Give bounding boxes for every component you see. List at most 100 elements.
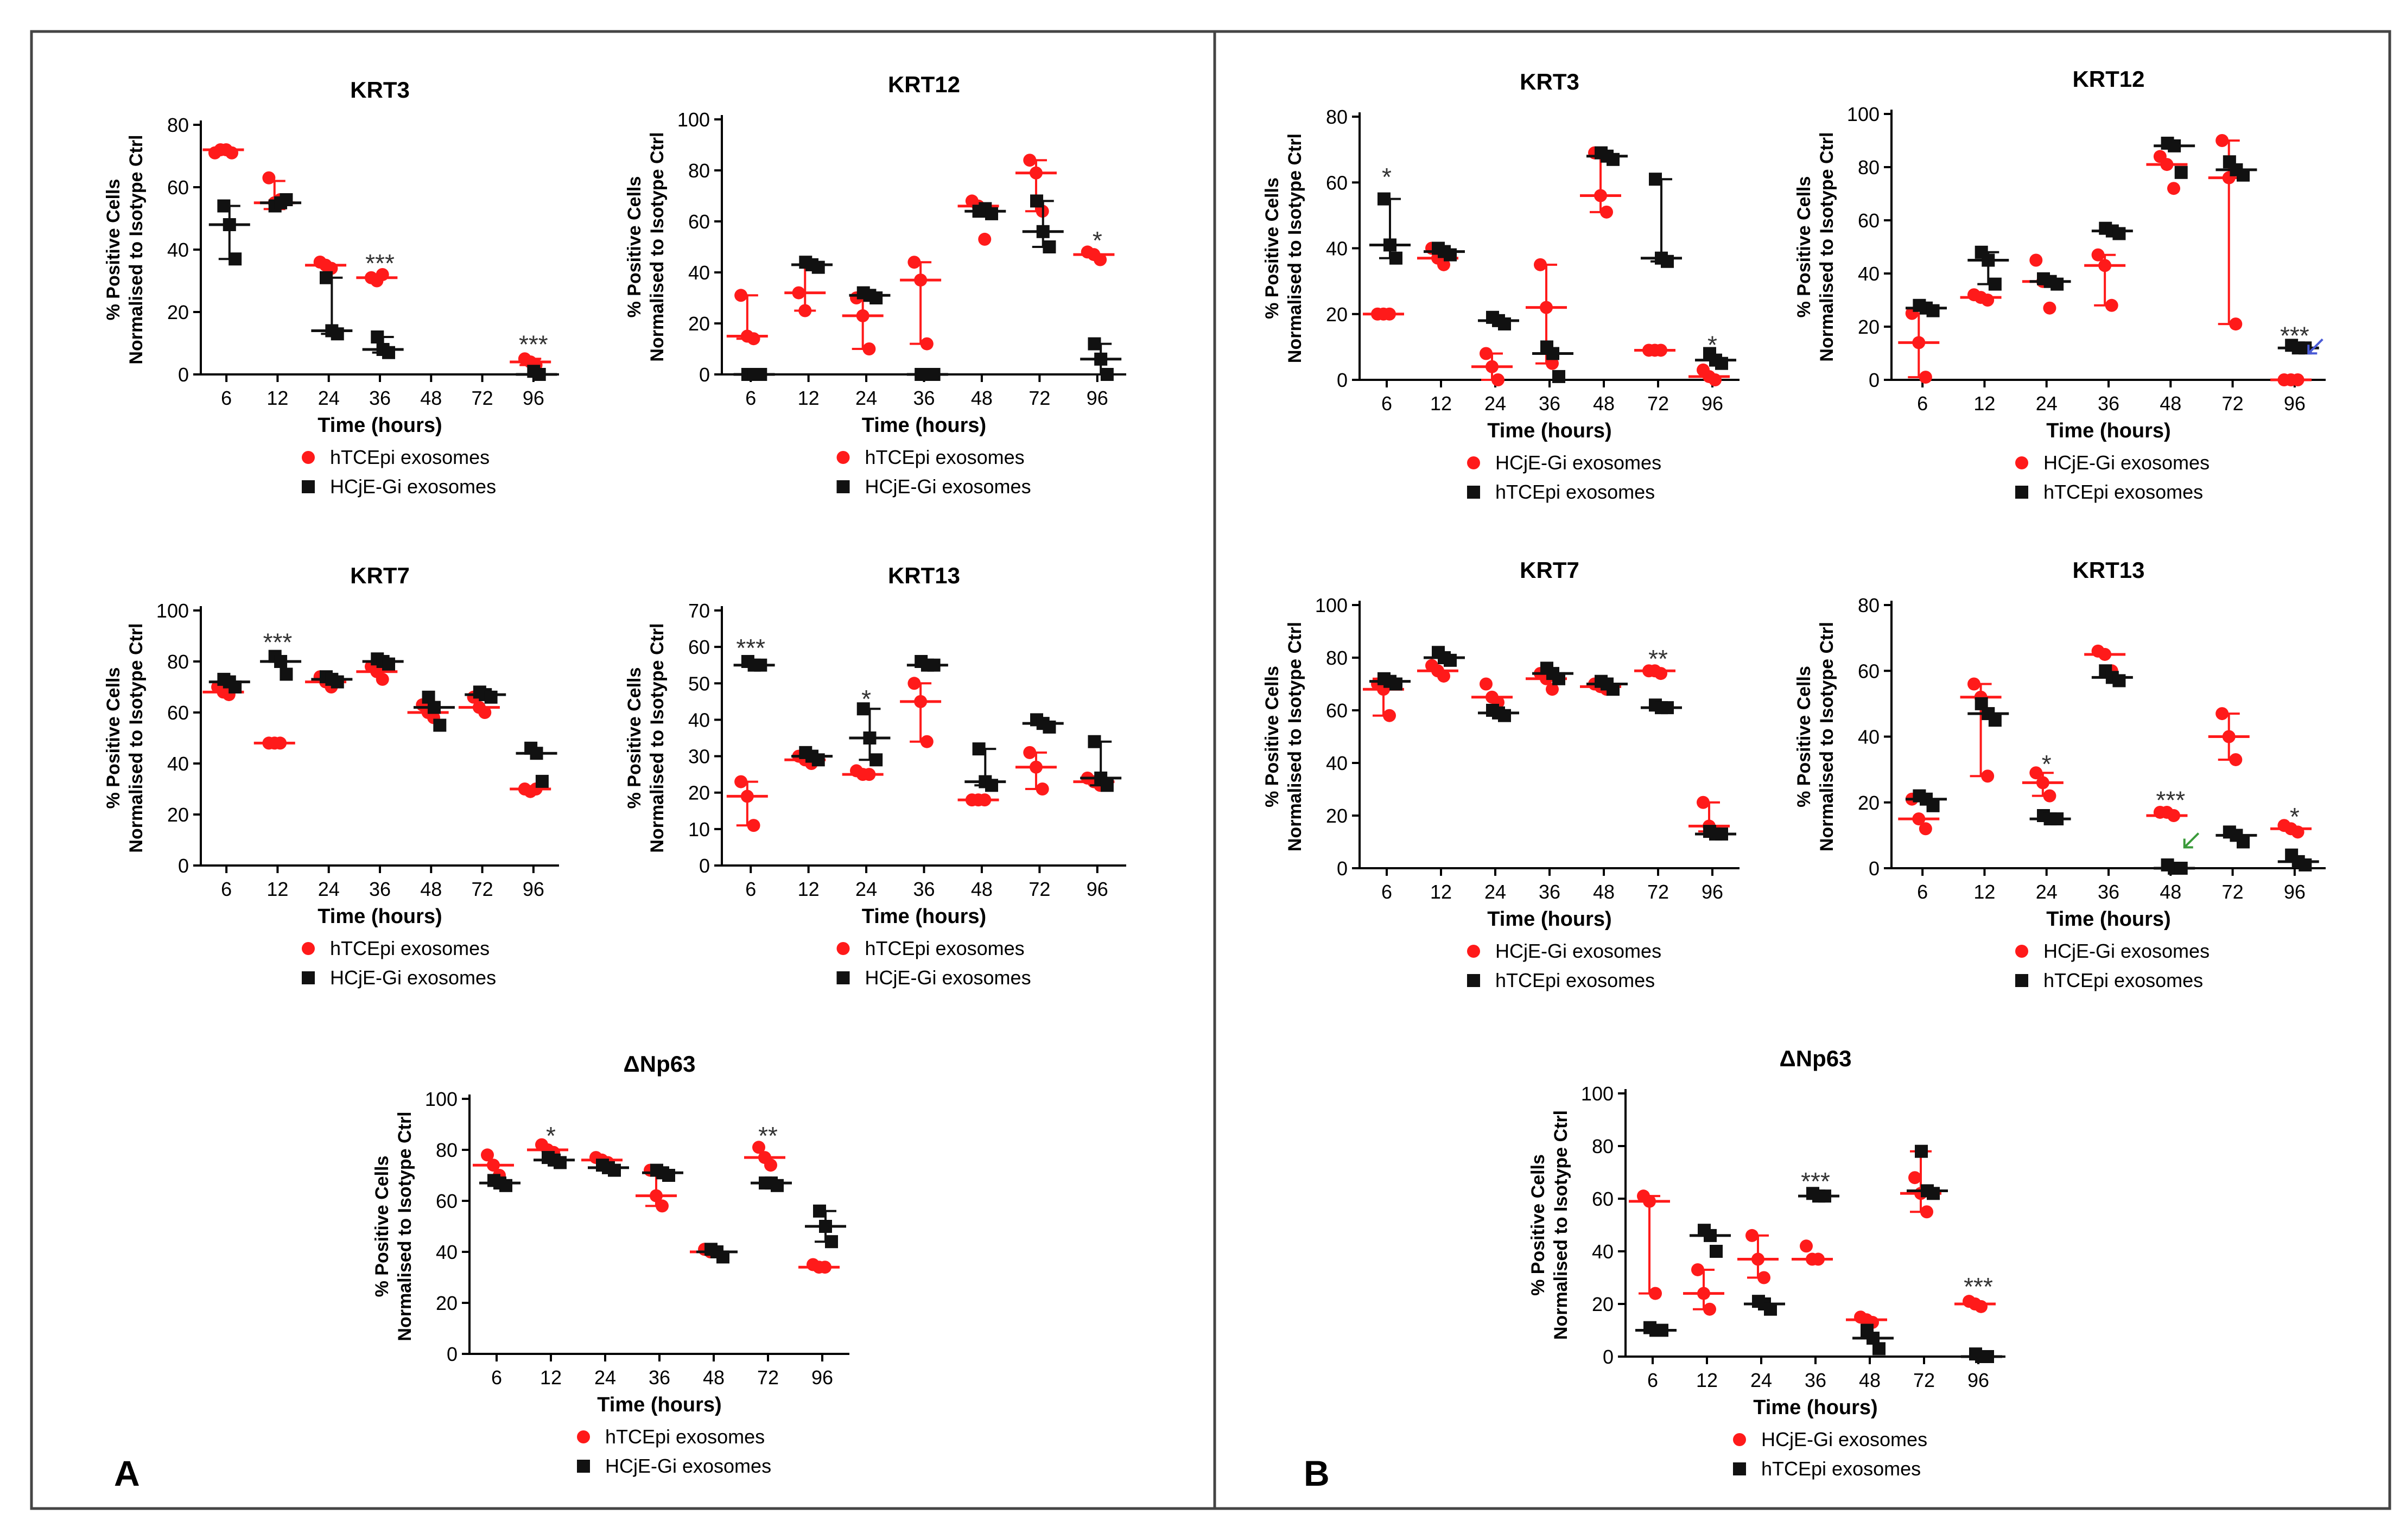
significance-marker: *** (1801, 1167, 1830, 1195)
data-point (650, 1189, 663, 1202)
x-tick-label: 6 (1381, 392, 1392, 415)
x-tick-label: 24 (855, 878, 877, 900)
data-point (798, 304, 812, 317)
y-axis-label-line2: Normalised to Isotype Ctrl (1817, 132, 1837, 361)
annotation-arrow (2307, 338, 2324, 355)
significance-marker: * (1707, 330, 1717, 359)
data-point (2174, 166, 2188, 179)
significance-marker: * (2042, 750, 2052, 778)
y-tick-label: 100 (156, 600, 189, 622)
y-tick-label: 20 (1326, 303, 1348, 326)
data-point (1926, 304, 1940, 317)
data-point (376, 672, 389, 686)
x-tick-label: 12 (266, 387, 288, 409)
x-tick-label: 6 (1917, 881, 1928, 903)
chart-title: ΔNp63 (1780, 1046, 1852, 1071)
y-tick-label: 0 (1869, 369, 1880, 391)
x-tick-label: 12 (540, 1366, 562, 1389)
data-point (1600, 205, 1613, 219)
legend-label: hTCEpi exosomes (2043, 481, 2203, 503)
data-point (1389, 677, 1402, 691)
x-tick-label: 24 (1484, 881, 1506, 903)
y-tick-label: 100 (1581, 1083, 1614, 1105)
data-point (2299, 858, 2312, 871)
data-point (1552, 370, 1565, 383)
data-point (764, 1159, 777, 1172)
chart-b-np63: ΔNp63 0 20 40 60 80 100 6 12 24 36 48 72 96 Time (hour… (1528, 1046, 2005, 1480)
data-point (1908, 1171, 1921, 1185)
x-axis-label: Time (hours) (597, 1393, 721, 1416)
x-tick-label: 72 (1913, 1369, 1935, 1391)
arrow-head (2307, 345, 2318, 355)
x-tick-label: 96 (1087, 387, 1108, 409)
series-black (208, 193, 557, 381)
data-point (1036, 782, 1049, 796)
y-tick-label: 0 (178, 364, 189, 386)
series-red (726, 677, 1115, 832)
data-point (1655, 1323, 1668, 1337)
x-tick-label: 96 (1087, 878, 1108, 900)
data-point (1088, 735, 1101, 748)
x-tick-label: 12 (1696, 1369, 1718, 1391)
legend-label: HCjE-Gi exosomes (1495, 940, 1661, 962)
data-point (734, 775, 748, 788)
legend-marker-black (302, 971, 315, 984)
data-point (869, 291, 883, 304)
data-point (862, 768, 876, 781)
x-tick-label: 72 (1029, 387, 1050, 409)
data-point (1703, 1302, 1716, 1316)
legend-label: HCjE-Gi exosomes (330, 475, 496, 498)
data-point (1981, 294, 1995, 307)
data-point (1437, 669, 1450, 683)
legend-label: hTCEpi exosomes (865, 446, 1025, 468)
data-point (484, 690, 498, 704)
significance-marker: * (861, 685, 871, 713)
x-tick-label: 24 (594, 1366, 616, 1389)
y-tick-label: 60 (1858, 209, 1880, 232)
data-point (280, 193, 293, 206)
x-axis-label: Time (hours) (1487, 419, 1611, 442)
data-point (1975, 1300, 1988, 1313)
x-tick-label: 72 (1647, 881, 1669, 903)
y-tick-label: 60 (688, 211, 710, 233)
x-tick-label: 48 (971, 878, 993, 900)
data-point (1981, 1350, 1994, 1363)
chart-b-krt3: KRT3 0 20 40 60 80 6 12 24 36 48 72 96 Time (hours) % … (1262, 69, 1740, 503)
data-point (2174, 862, 2188, 875)
y-tick-label: 60 (1326, 699, 1348, 722)
data-point (1498, 317, 1511, 330)
x-tick-label: 6 (1647, 1369, 1658, 1391)
y-tick-label: 100 (1315, 594, 1348, 616)
legend-marker-black (836, 971, 850, 984)
data-point (2229, 317, 2243, 331)
data-point (535, 774, 549, 788)
legend-label: HCjE-Gi exosomes (865, 475, 1031, 498)
y-axis-label-line2: Normalised to Isotype Ctrl (1551, 1110, 1571, 1340)
data-point (920, 735, 934, 748)
y-tick-label: 40 (688, 709, 710, 731)
chart-a-krt7: KRT7 0 20 40 60 80 100 6 12 24 36 48 72 96 Time (hours… (103, 563, 559, 989)
legend-marker-red (2015, 945, 2028, 958)
data-point (752, 1141, 765, 1154)
data-point (1654, 343, 1667, 357)
legend-label: hTCEpi exosomes (1495, 481, 1655, 503)
data-point (811, 260, 825, 274)
x-axis-label: Time (hours) (1487, 908, 1611, 931)
data-point (2098, 647, 2112, 661)
significance-marker: *** (1964, 1272, 1993, 1301)
series-black (733, 655, 1122, 792)
legend-marker-black (1467, 974, 1480, 987)
data-point (818, 1261, 831, 1274)
x-tick-label: 72 (2222, 392, 2244, 415)
data-point (978, 232, 992, 246)
data-point (1043, 240, 1056, 253)
y-tick-label: 100 (425, 1088, 458, 1110)
data-point (2237, 835, 2250, 849)
x-tick-label: 6 (1381, 881, 1392, 903)
y-axis-label-line1: % Positive Cells (372, 1156, 392, 1297)
x-tick-label: 72 (1647, 392, 1669, 415)
data-point (530, 747, 543, 760)
data-point (825, 1235, 838, 1249)
data-point (382, 657, 396, 671)
data-point (532, 368, 546, 381)
